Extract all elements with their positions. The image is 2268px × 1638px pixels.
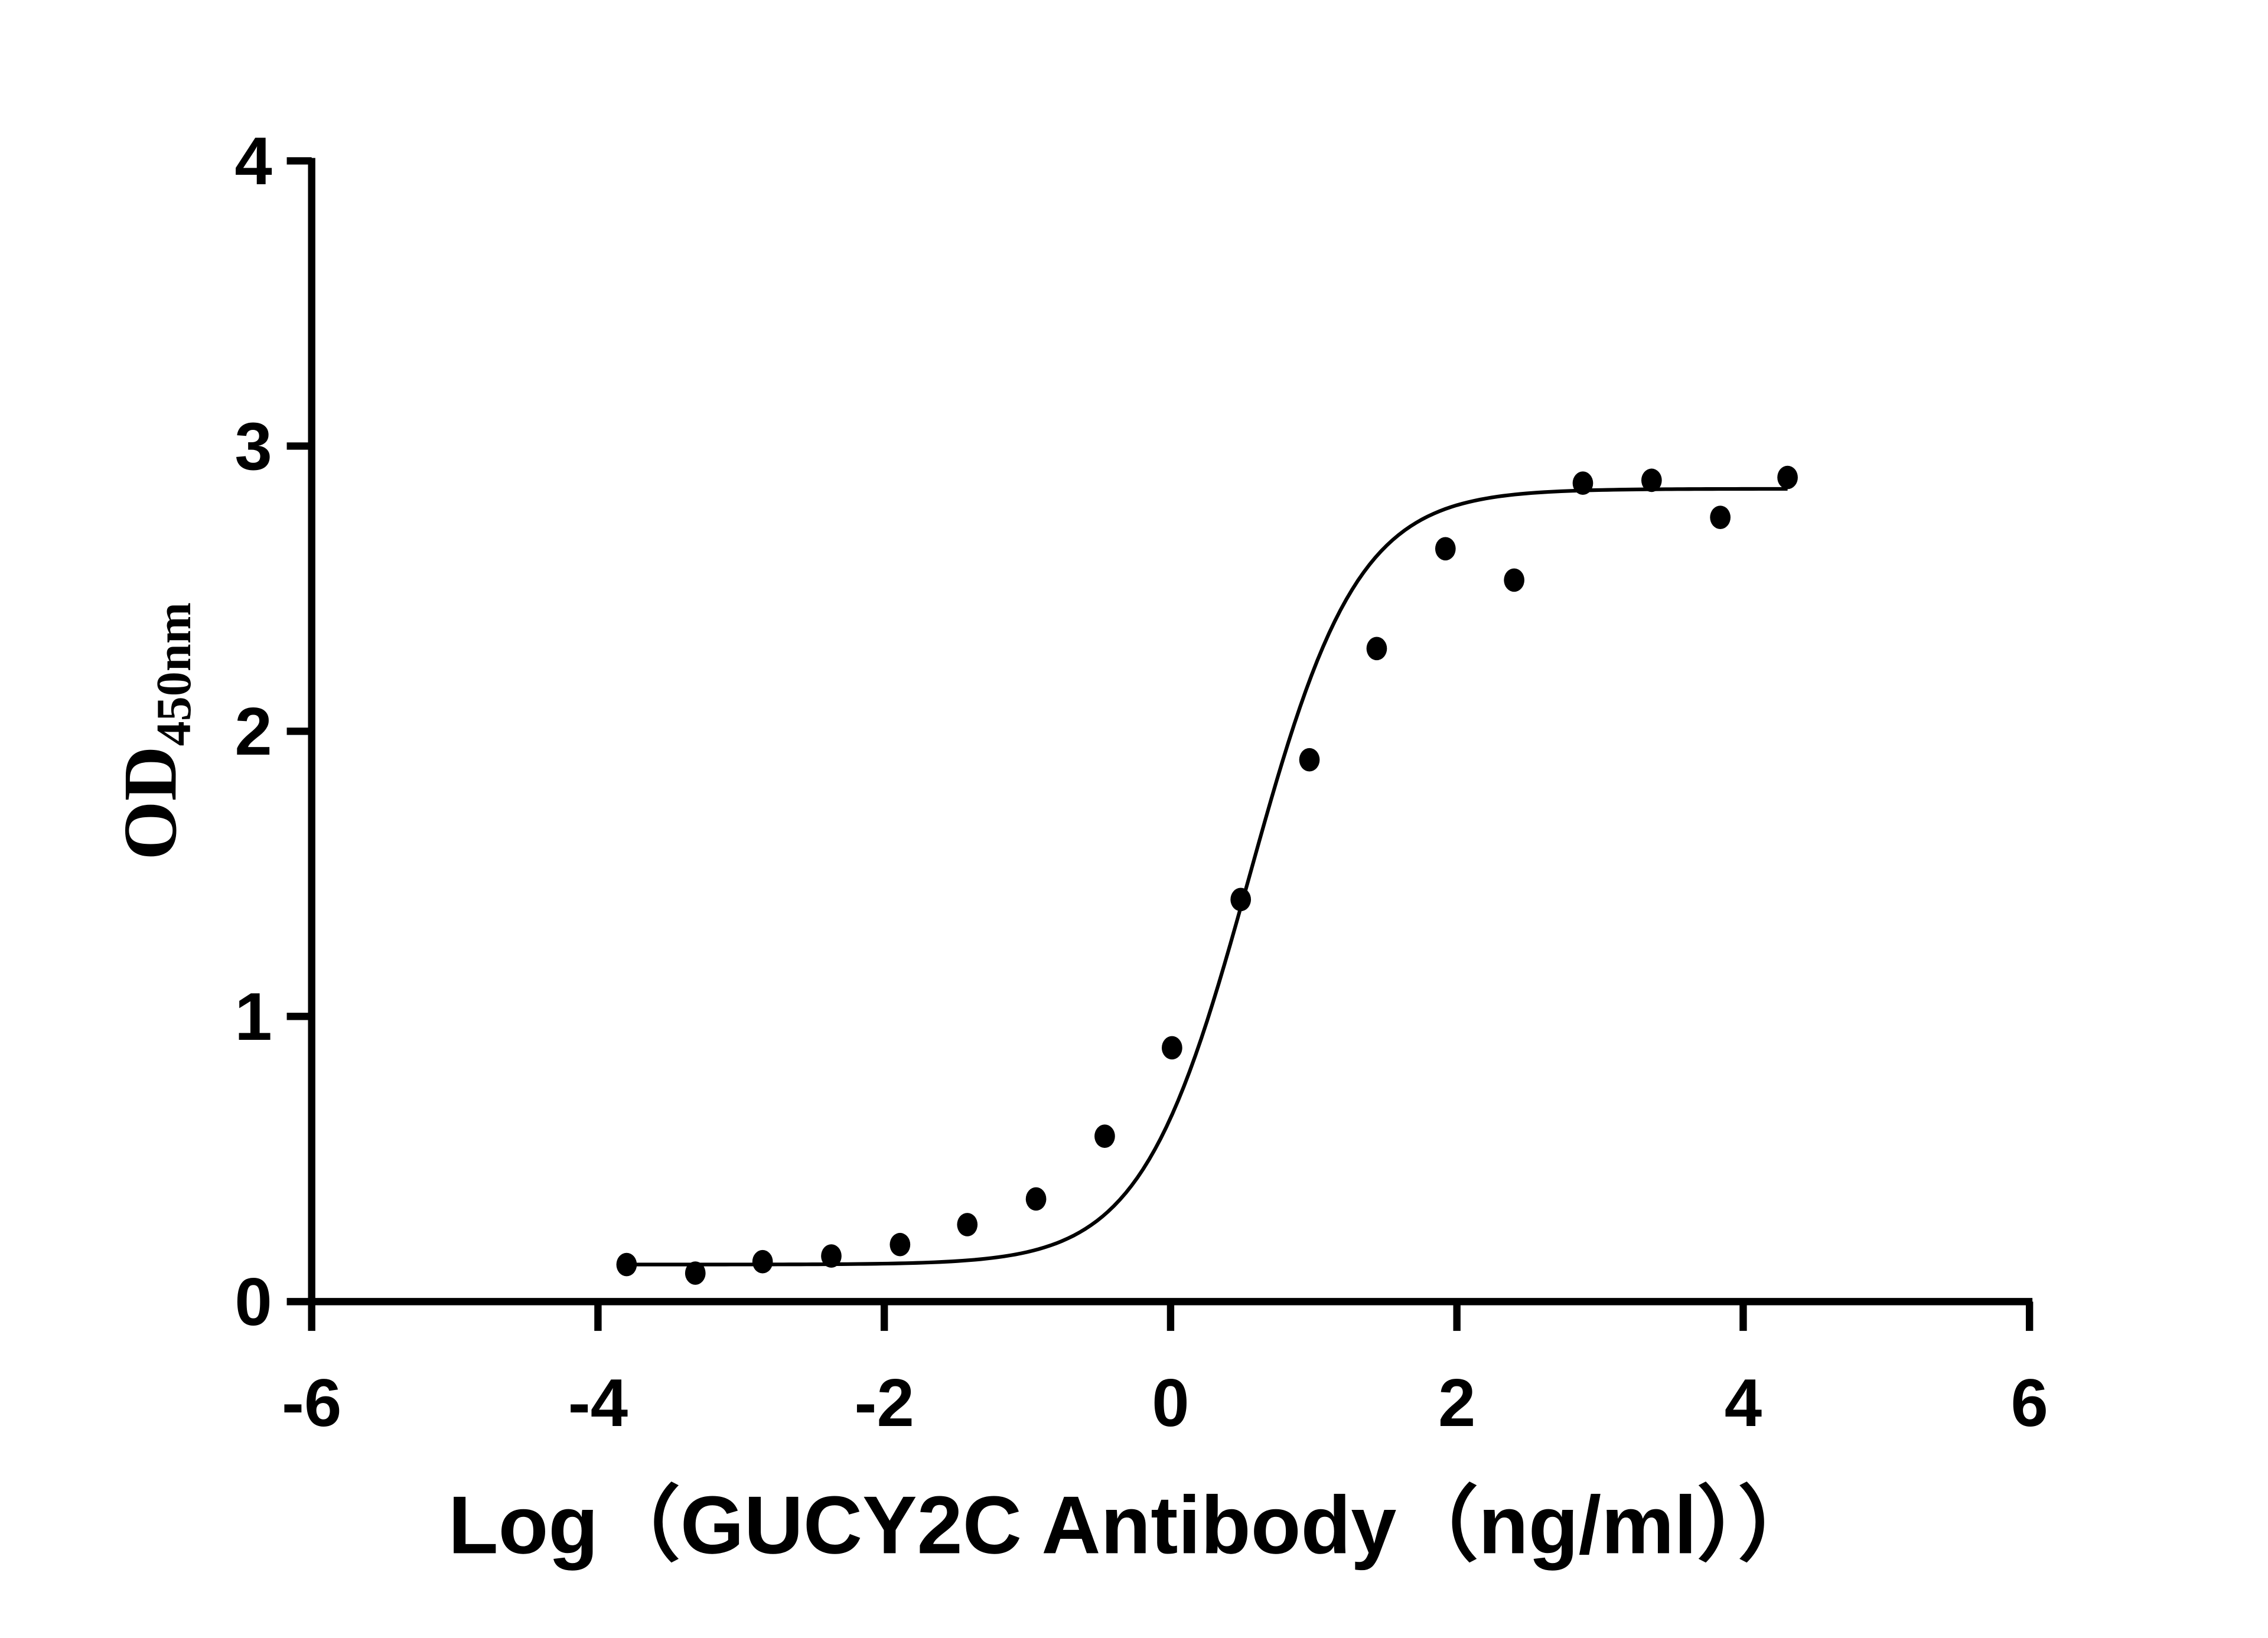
data-point xyxy=(1366,637,1387,661)
x-tick-label: -4 xyxy=(568,1366,628,1441)
data-point xyxy=(1572,471,1594,495)
x-tick-label: 4 xyxy=(1725,1366,1762,1441)
x-axis-title: Log（GUCY2C Antibody（ng/ml）） xyxy=(448,1479,1820,1571)
x-tick-label: -6 xyxy=(282,1366,341,1441)
y-axis-title-sub: 450nm xyxy=(146,602,201,746)
axes: 0 1 2 3 4 -6 -4 -2 0 2 4 6 xyxy=(234,124,2048,1441)
x-tick-label: 2 xyxy=(1438,1366,1475,1441)
y-tick-label: 4 xyxy=(234,124,272,199)
data-point xyxy=(821,1244,842,1268)
y-tick-label: 0 xyxy=(234,1265,272,1340)
data-point xyxy=(957,1213,978,1236)
y-ticks: 0 1 2 3 4 xyxy=(234,124,312,1340)
data-point xyxy=(1435,537,1456,561)
y-axis-title-main: OD xyxy=(107,746,192,860)
data-point xyxy=(1230,887,1252,912)
y-tick-label: 1 xyxy=(234,980,272,1055)
x-tick-label: 0 xyxy=(1152,1366,1189,1441)
x-tick-label: -2 xyxy=(855,1366,914,1441)
data-point xyxy=(1777,465,1798,490)
data-point xyxy=(1094,1124,1115,1148)
x-tick-label: 6 xyxy=(2010,1366,2048,1441)
x-ticks: -6 -4 -2 0 2 4 6 xyxy=(282,1301,2048,1441)
svg-text:OD450nm: OD450nm xyxy=(107,602,201,860)
data-points xyxy=(616,465,1798,1285)
y-axis-title: OD450nm xyxy=(107,602,201,860)
data-point xyxy=(1299,748,1320,772)
fit-curve xyxy=(626,487,1788,1267)
data-point xyxy=(616,1252,637,1277)
data-point xyxy=(685,1261,706,1285)
data-point xyxy=(889,1232,911,1257)
data-point xyxy=(1025,1187,1047,1211)
data-point xyxy=(752,1249,773,1274)
y-tick-label: 2 xyxy=(234,694,272,769)
data-point xyxy=(1162,1036,1182,1060)
y-tick-label: 3 xyxy=(234,409,272,484)
data-point xyxy=(1641,468,1662,492)
data-point xyxy=(1710,505,1731,529)
data-point xyxy=(1504,568,1524,592)
